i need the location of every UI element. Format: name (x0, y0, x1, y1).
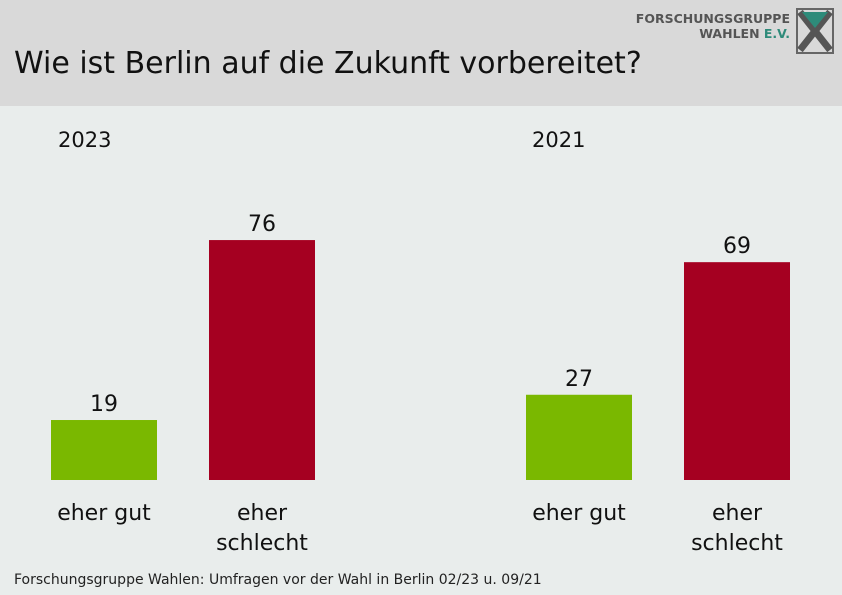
logo: FORSCHUNGSGRUPPE WAHLEN E.V. (636, 8, 834, 56)
logo-text: FORSCHUNGSGRUPPE WAHLEN E.V. (636, 11, 790, 41)
category-label-2023-eher-schlecht: eher schlecht (216, 501, 308, 556)
category-label-2021-eher-gut: eher gut (532, 501, 626, 526)
logo-line2-suffix: E.V. (763, 26, 790, 41)
bar-2023-eher-gut (51, 420, 157, 480)
bar-2023-eher-schlecht (209, 240, 315, 480)
category-label-2021-eher-schlecht: eher schlecht (691, 501, 783, 556)
source-footer: Forschungsgruppe Wahlen: Umfragen vor de… (14, 572, 542, 588)
value-label-2021-eher-gut: 27 (565, 367, 593, 392)
bar-2021-eher-gut (526, 394, 632, 480)
category-label-2023-eher-gut: eher gut (57, 501, 151, 526)
logo-mark-icon (796, 8, 834, 54)
bar-2021-eher-schlecht (684, 262, 790, 480)
panel-year-2021: 2021 (532, 128, 586, 152)
header-band (0, 0, 842, 106)
value-label-2023-eher-gut: 19 (90, 392, 118, 417)
logo-line2: WAHLEN (699, 26, 760, 41)
logo-line1: FORSCHUNGSGRUPPE (635, 11, 790, 26)
page-title: Wie ist Berlin auf die Zukunft vorbereit… (14, 46, 642, 81)
panel-year-2023: 2023 (58, 128, 112, 152)
value-label-2023-eher-schlecht: 76 (248, 212, 276, 237)
value-label-2021-eher-schlecht: 69 (723, 234, 751, 259)
